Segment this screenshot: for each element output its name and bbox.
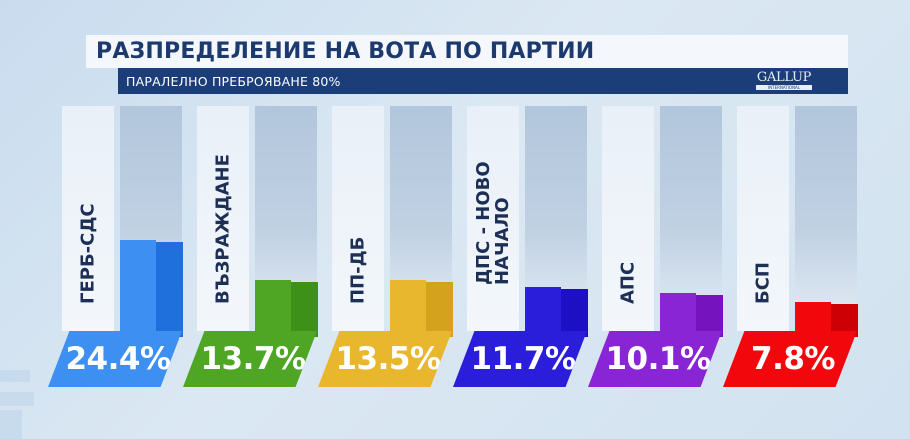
bar-fill — [120, 240, 156, 331]
party-name: ГЕРБ-СДС — [77, 203, 99, 304]
party-name: ДПС - НОВО НАЧАЛО — [473, 161, 513, 285]
party-column: ГЕРБ-СДС 24.4% — [48, 106, 192, 390]
bar-fill-side — [696, 295, 723, 337]
party-label-panel: АПС — [602, 106, 654, 331]
value-badge: 7.8% — [723, 331, 857, 387]
party-label-wrap: ПП-ДБ — [332, 106, 384, 323]
party-column: БСП 7.8% — [723, 106, 867, 390]
background-shape — [0, 392, 34, 406]
party-name: БСП — [752, 262, 774, 304]
party-name: ВЪЗРАЖДАНЕ — [212, 154, 234, 304]
logo-sub-text: INTERNATIONAL — [756, 85, 812, 90]
party-column: АПС 10.1% — [588, 106, 732, 390]
value-label: 10.1% — [605, 341, 711, 377]
bar-fill — [255, 280, 291, 331]
value-label: 11.7% — [470, 341, 576, 377]
gallup-logo: GALLUP INTERNATIONAL — [756, 71, 812, 90]
bar-fill-side — [291, 282, 318, 337]
party-label-wrap: ВЪЗРАЖДАНЕ — [197, 106, 249, 323]
bar-fill — [795, 302, 831, 331]
chart-subtitle: ПАРАЛЕЛНО ПРЕБРОЯВАНЕ 80% — [126, 73, 341, 89]
party-label-wrap: ГЕРБ-СДС — [62, 106, 114, 323]
party-name: ПП-ДБ — [347, 236, 369, 304]
party-label-panel: ВЪЗРАЖДАНЕ — [197, 106, 249, 331]
chart-title: РАЗПРЕДЕЛЕНИЕ НА ВОТА ПО ПАРТИИ — [96, 39, 595, 64]
bar-fill-side — [561, 289, 588, 337]
value-badge: 24.4% — [48, 331, 182, 387]
party-label-panel: БСП — [737, 106, 789, 331]
bar-fill — [525, 287, 561, 331]
value-badge: 10.1% — [588, 331, 722, 387]
party-column: ДПС - НОВО НАЧАЛО 11.7% — [453, 106, 597, 390]
value-badge: 11.7% — [453, 331, 587, 387]
bar-fill — [390, 280, 426, 331]
background-shape — [0, 410, 22, 439]
bar-track — [795, 106, 857, 331]
party-label-wrap: БСП — [737, 106, 789, 323]
party-label-panel: ДПС - НОВО НАЧАЛО — [467, 106, 519, 331]
party-column: ВЪЗРАЖДАНЕ 13.7% — [183, 106, 327, 390]
background-shape — [0, 370, 30, 382]
title-bar: РАЗПРЕДЕЛЕНИЕ НА ВОТА ПО ПАРТИИ — [86, 35, 848, 68]
party-label-panel: ПП-ДБ — [332, 106, 384, 331]
party-name: АПС — [617, 261, 639, 304]
party-column: ПП-ДБ 13.5% — [318, 106, 462, 390]
value-badge: 13.7% — [183, 331, 317, 387]
value-label: 13.5% — [335, 341, 441, 377]
logo-main-text: GALLUP — [756, 70, 812, 85]
bar-fill — [660, 293, 696, 331]
bar-fill-side — [426, 282, 453, 337]
value-label: 7.8% — [751, 341, 835, 377]
party-label-wrap: АПС — [602, 106, 654, 323]
value-badge: 13.5% — [318, 331, 452, 387]
value-label: 24.4% — [65, 341, 171, 377]
value-label: 13.7% — [200, 341, 306, 377]
bar-fill-side — [156, 242, 183, 337]
party-label-panel: ГЕРБ-СДС — [62, 106, 114, 331]
party-label-wrap: ДПС - НОВО НАЧАЛО — [467, 106, 519, 323]
subtitle-bar: ПАРАЛЕЛНО ПРЕБРОЯВАНЕ 80% GALLUP INTERNA… — [118, 68, 848, 94]
